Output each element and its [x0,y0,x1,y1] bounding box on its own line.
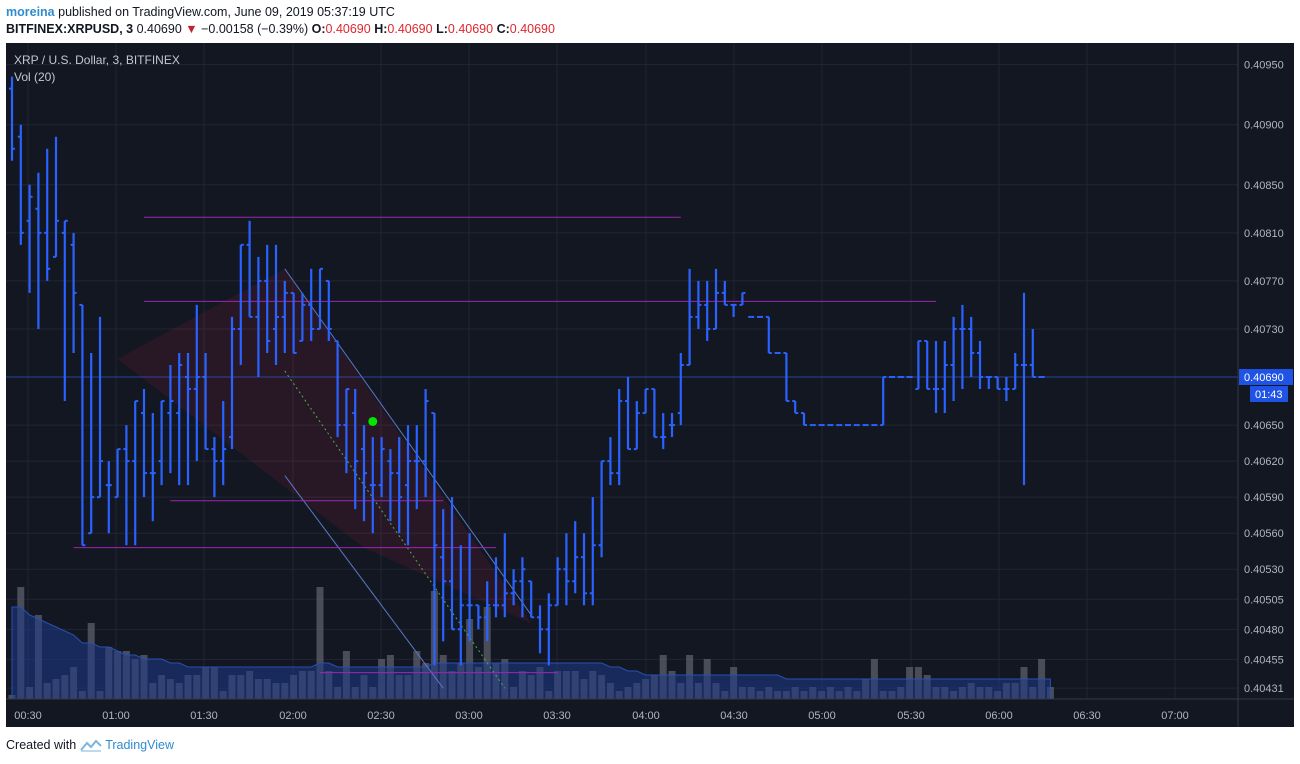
channel-mid-line [284,370,506,689]
open-label: O: [311,22,326,36]
publish-header: moreina published on TradingView.com, Ju… [6,4,555,38]
channel-fill [117,268,532,624]
ohlc-bars [9,76,1045,666]
price-chart[interactable]: 00:30 01:00 01:30 02:00 02:30 03:00 03:30 04:00… [6,43,1294,727]
y-tick-label: 0.40480 [1244,624,1284,636]
y-tick-label: 0.40770 [1244,276,1284,288]
x-tick-label: 02:00 [279,710,307,722]
low-value: 0.40690 [447,22,494,36]
y-tick-label: 0.40620 [1244,456,1284,468]
x-tick-label: 01:00 [102,710,130,722]
last-price-box [1239,369,1293,386]
footer: Created with TradingView [6,738,174,752]
symbol-label: BITFINEX:XRPUSD, 3 [6,22,134,36]
tradingview-link[interactable]: TradingView [105,738,174,752]
y-tick-label: 0.40650 [1244,420,1284,432]
published-text: published on TradingView.com, June 09, 2… [58,5,395,19]
x-tick-label: 06:00 [985,710,1013,722]
close-value: 0.40690 [509,22,555,36]
chart-title: XRP / U.S. Dollar, 3, BITFINEX [14,53,180,67]
signal-marker [368,416,378,426]
chart-panel[interactable]: 00:30 01:00 01:30 02:00 02:30 03:00 03:30 04:00… [6,43,1294,727]
tradingview-logo-icon [80,739,102,751]
x-tick-label: 06:30 [1073,710,1101,722]
horizontal-levels [6,216,1238,674]
volume-bar [316,587,324,699]
volume-bar [466,619,474,699]
y-tick-label: 0.40810 [1244,228,1284,240]
last-price: 0.40690 [136,22,182,36]
y-tick-label: 0.40900 [1244,120,1284,132]
volume-bar [483,607,491,699]
y-tick-label: 0.40850 [1244,180,1284,192]
x-tick-label: 03:30 [543,710,571,722]
volume-legend: Vol (20) [14,70,56,84]
y-tick-label: 0.40560 [1244,528,1284,540]
x-tick-label: 02:30 [367,710,395,722]
y-tick-label: 0.40590 [1244,492,1284,504]
countdown-box [1250,386,1288,403]
created-with-text: Created with [6,738,77,752]
channel-lower-line [284,475,444,689]
author-link[interactable]: moreina [6,5,55,19]
y-tick-label: 0.40431 [1244,683,1284,695]
price-change: −0.00158 (−0.39%) [201,22,309,36]
x-tick-label: 05:00 [808,710,836,722]
last-price-label: 0.40690 [1244,372,1284,384]
x-tick-label: 07:00 [1161,710,1189,722]
symbol-line: BITFINEX:XRPUSD, 3 0.40690 ▼ −0.00158 (−… [6,21,555,38]
y-tick-label: 0.40950 [1244,60,1284,72]
high-label: H: [374,22,388,36]
open-value: 0.40690 [325,22,371,36]
volume-ma-area [11,606,1051,700]
y-tick-label: 0.40730 [1244,324,1284,336]
x-tick-label: 05:30 [897,710,925,722]
high-value: 0.40690 [387,22,433,36]
x-tick-label: 04:30 [720,710,748,722]
y-tick-label: 0.40455 [1244,654,1284,666]
x-tick-label: 03:00 [455,710,483,722]
chart-axes: 00:30 01:00 01:30 02:00 02:30 03:00 03:30 04:00… [6,43,1294,727]
x-tick-label: 01:30 [190,710,218,722]
countdown-label: 01:43 [1255,389,1283,401]
x-tick-label: 04:00 [632,710,660,722]
down-arrow-icon: ▼ [185,22,198,36]
low-label: L: [436,22,448,36]
x-tick-label: 00:30 [14,710,42,722]
chart-grid [6,43,1238,699]
y-tick-label: 0.40505 [1244,594,1284,606]
close-label: C: [496,22,510,36]
publish-line: moreina published on TradingView.com, Ju… [6,4,555,21]
y-tick-label: 0.40530 [1244,564,1284,576]
